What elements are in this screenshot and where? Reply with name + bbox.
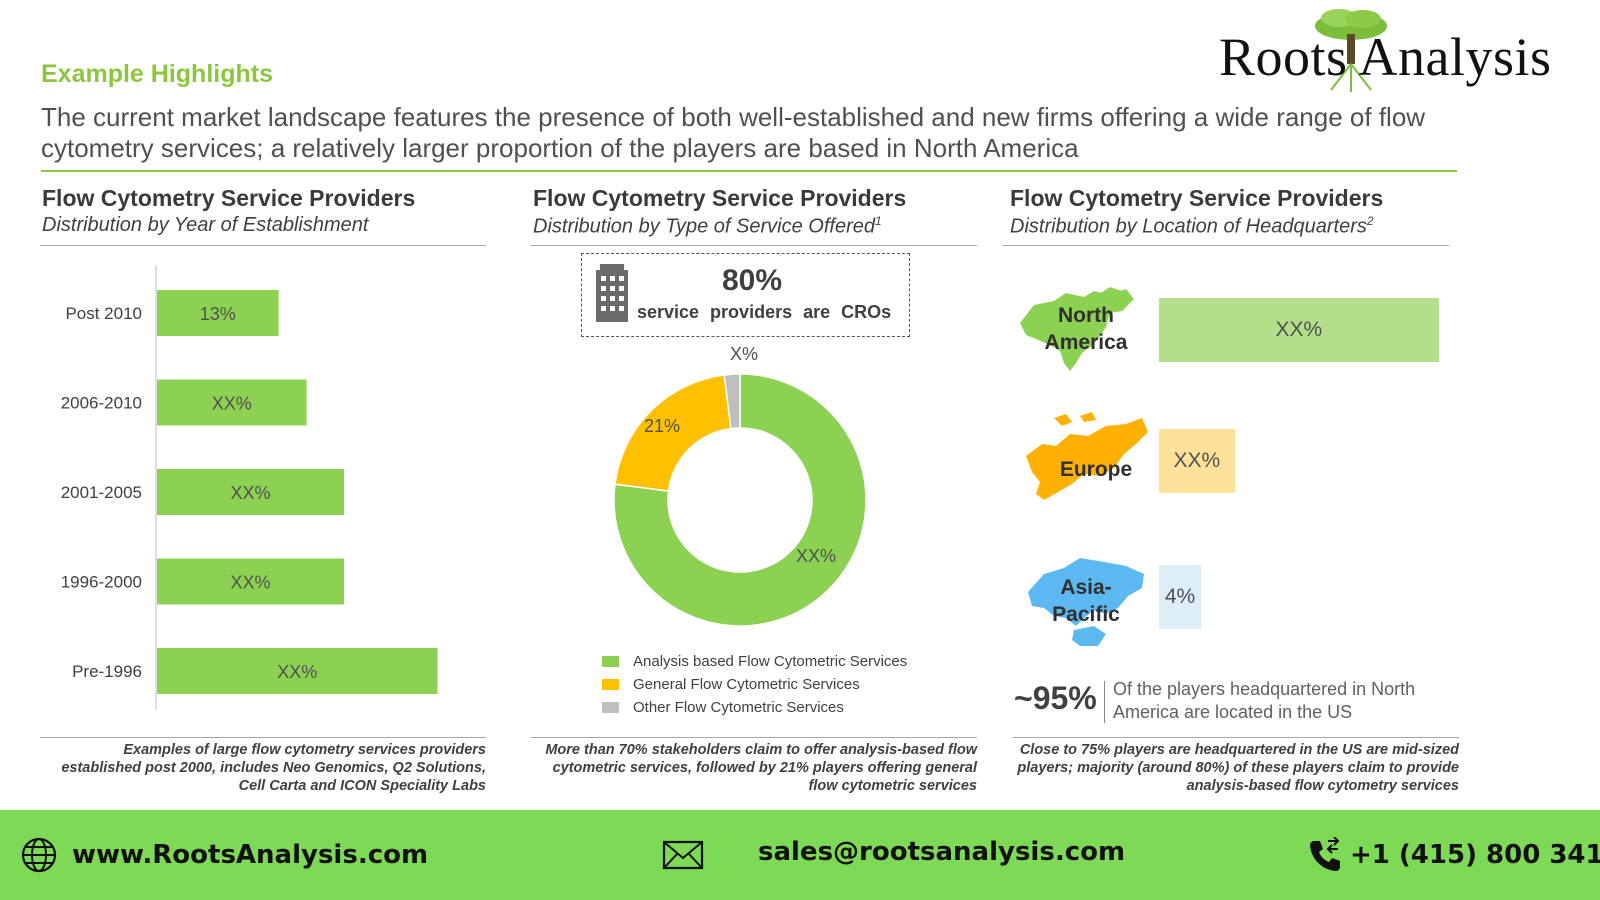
region-label-line1: Asia-	[1060, 576, 1112, 599]
legend-label: Other Flow Cytometric Services	[633, 699, 844, 716]
cro-text: service providers are CROs	[637, 302, 892, 322]
donut-slice-label: X%	[730, 344, 758, 364]
phone-text: +1 (415) 800 3415	[1350, 840, 1600, 870]
service-panel-rule	[531, 245, 977, 246]
website-link[interactable]: www.RootsAnalysis.com	[20, 810, 428, 900]
year-bar	[157, 379, 307, 426]
legend-swatch	[602, 702, 619, 713]
footer-bar: www.RootsAnalysis.com sales@rootsanalysi…	[0, 810, 1600, 900]
website-text: www.RootsAnalysis.com	[72, 840, 429, 870]
service-subtitle-footnote-ref: 1	[875, 214, 882, 228]
globe-icon	[21, 837, 57, 873]
region-label-line1: Europe	[1059, 458, 1133, 481]
donut-slice	[613, 373, 867, 627]
year-category-label: Pre-1996	[72, 662, 142, 681]
year-bar	[157, 648, 438, 694]
region-label-line2: Pacific	[1052, 603, 1120, 626]
cro-callout: 80% service providers are CROs	[581, 253, 910, 337]
us-share-value: ~95%	[1014, 680, 1097, 716]
donut-slice-label: 21%	[644, 416, 680, 436]
location-panel-rule	[1003, 245, 1449, 246]
year-category-label: 1996-2000	[61, 573, 142, 592]
location-bar: 4%	[1159, 565, 1201, 629]
region-label-line2: America	[1044, 331, 1128, 354]
year-category-label: Post 2010	[65, 304, 142, 323]
year-establishment-bar-chart: Post 2010 13% 2006-2010 XX% 2001-2005 XX% 1996…	[61, 265, 438, 710]
service-subtitle-text: Distribution by Type of Service Offered	[533, 215, 875, 238]
year-bar-value-label: XX%	[230, 573, 270, 593]
location-panel-subtitle: Distribution by Location of Headquarters…	[1010, 214, 1374, 239]
phone-icon	[1310, 837, 1340, 871]
legend-swatch	[602, 679, 619, 690]
legend-item: Analysis based Flow Cytometric Services	[602, 650, 907, 673]
us-share-text: Of the players headquartered in North Am…	[1113, 679, 1416, 722]
asia-pacific-map-icon	[1028, 558, 1144, 646]
email-text: sales@rootsanalysis.com	[758, 837, 1126, 867]
year-bar-value-label: XX%	[212, 394, 252, 414]
building-icon	[596, 264, 628, 322]
region-label-asia-pacific: Asia- Pacific	[1030, 574, 1142, 628]
mail-icon	[662, 840, 704, 870]
year-footnote-rule	[40, 737, 486, 738]
donut-slice-label: XX%	[796, 546, 836, 566]
donut-legend: Analysis based Flow Cytometric Services G…	[602, 650, 907, 719]
location-panel-title: Flow Cytometry Service Providers	[1010, 185, 1384, 211]
legend-label: General Flow Cytometric Services	[633, 676, 860, 693]
service-panel-title: Flow Cytometry Service Providers	[533, 185, 907, 211]
year-bar	[157, 469, 344, 515]
roots-analysis-logo: Roots Analysis	[1215, 4, 1595, 96]
year-panel-subtitle: Distribution by Year of Establishment	[42, 214, 369, 236]
year-panel-rule	[40, 245, 486, 246]
location-bar: XX%	[1159, 298, 1439, 362]
legend-swatch	[602, 656, 619, 667]
location-bar: XX%	[1159, 429, 1235, 493]
brand-name: Roots Analysis	[1219, 27, 1552, 87]
region-label-line1: North	[1058, 304, 1114, 327]
year-bar-value-label: XX%	[277, 662, 317, 682]
year-panel-title: Flow Cytometry Service Providers	[42, 185, 416, 211]
location-bar-value-label: 4%	[1164, 585, 1196, 608]
legend-item: Other Flow Cytometric Services	[602, 696, 907, 719]
mail-icon-box[interactable]	[662, 810, 704, 900]
legend-label: Analysis based Flow Cytometric Services	[633, 653, 908, 670]
cro-percentage: 80%	[722, 264, 783, 297]
year-bar-value-label: 13%	[200, 304, 236, 324]
north-america-map-icon	[1020, 287, 1134, 371]
year-bar-value-label: XX%	[230, 483, 270, 503]
year-bar	[157, 290, 279, 336]
headline-divider	[41, 170, 1457, 172]
year-category-label: 2001-2005	[61, 483, 142, 502]
donut-slice	[723, 373, 741, 430]
europe-map-icon	[1026, 412, 1148, 500]
year-category-label: 2006-2010	[61, 394, 142, 413]
location-bar-value-label: XX%	[1173, 449, 1221, 472]
us-share-divider	[1104, 681, 1105, 723]
location-subtitle-text: Distribution by Location of Headquarters	[1010, 215, 1367, 238]
service-footnote: More than 70% stakeholders claim to offe…	[545, 742, 977, 794]
service-type-donut-chart: XX% 21% X%	[613, 344, 867, 627]
service-footnote-rule	[531, 737, 977, 738]
year-footnote: Examples of large flow cytometry service…	[61, 742, 486, 794]
location-bar-value-label: XX%	[1275, 318, 1323, 341]
region-label-north-america: North America	[1030, 302, 1142, 356]
year-bar	[157, 558, 344, 605]
email-link[interactable]: sales@rootsanalysis.com	[758, 807, 1125, 897]
phone-link[interactable]: +1 (415) 800 3415	[1308, 810, 1600, 900]
tree-logo-icon	[1315, 9, 1387, 92]
location-footnote-rule	[1013, 737, 1459, 738]
service-panel-subtitle: Distribution by Type of Service Offered1	[533, 214, 882, 239]
headline: The current market landscape features th…	[41, 102, 1426, 163]
location-footnote: Close to 75% players are headquartered i…	[1017, 742, 1459, 794]
section-label: Example Highlights	[41, 60, 273, 88]
location-subtitle-footnote-ref: 2	[1366, 214, 1374, 228]
legend-item: General Flow Cytometric Services	[602, 673, 907, 696]
region-label-europe: Europe	[1040, 456, 1152, 483]
